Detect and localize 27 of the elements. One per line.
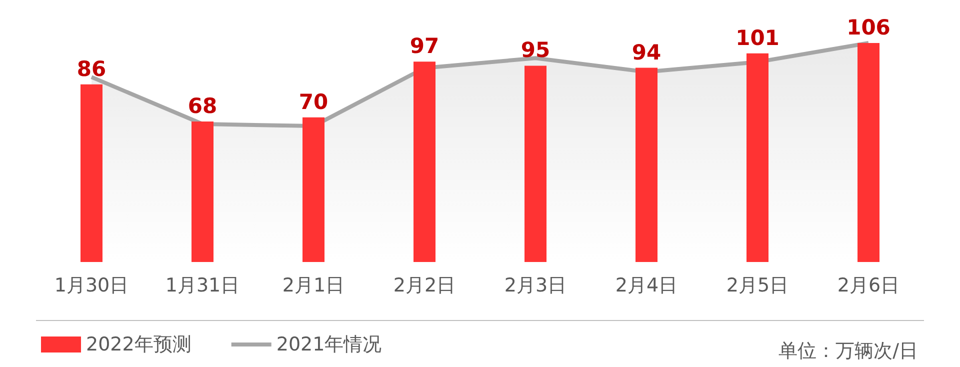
data-label: 106 (846, 16, 890, 40)
legend-label: 2021年情况 (276, 334, 382, 356)
x-tick-label: 2月4日 (615, 274, 678, 296)
text: 单位：万辆次/日 (778, 339, 918, 364)
bar (80, 84, 102, 262)
x-tick-label: 2月6日 (837, 274, 900, 296)
x-tick-label: 1月30日 (54, 274, 129, 296)
data-label: 95 (520, 38, 550, 62)
bar (524, 66, 546, 262)
bar (192, 122, 214, 262)
data-label: 101 (736, 26, 780, 50)
x-tick-label: 2月5日 (726, 274, 789, 296)
x-tick-label: 2月1日 (282, 274, 345, 296)
bar (636, 68, 658, 262)
x-tick-label: 1月31日 (165, 274, 240, 296)
bar (858, 43, 880, 262)
data-label: 86 (76, 56, 106, 81)
data-label: 97 (410, 34, 440, 58)
data-label: 68 (188, 94, 218, 118)
bar (746, 53, 768, 262)
legend-label: 2022年预测 (86, 334, 192, 356)
bar (414, 62, 436, 262)
x-tick-label: 2月3日 (504, 274, 567, 296)
data-label: 94 (632, 40, 662, 64)
x-tick-label: 2月2日 (393, 274, 456, 296)
bar (302, 117, 324, 262)
data-label: 70 (298, 90, 328, 114)
